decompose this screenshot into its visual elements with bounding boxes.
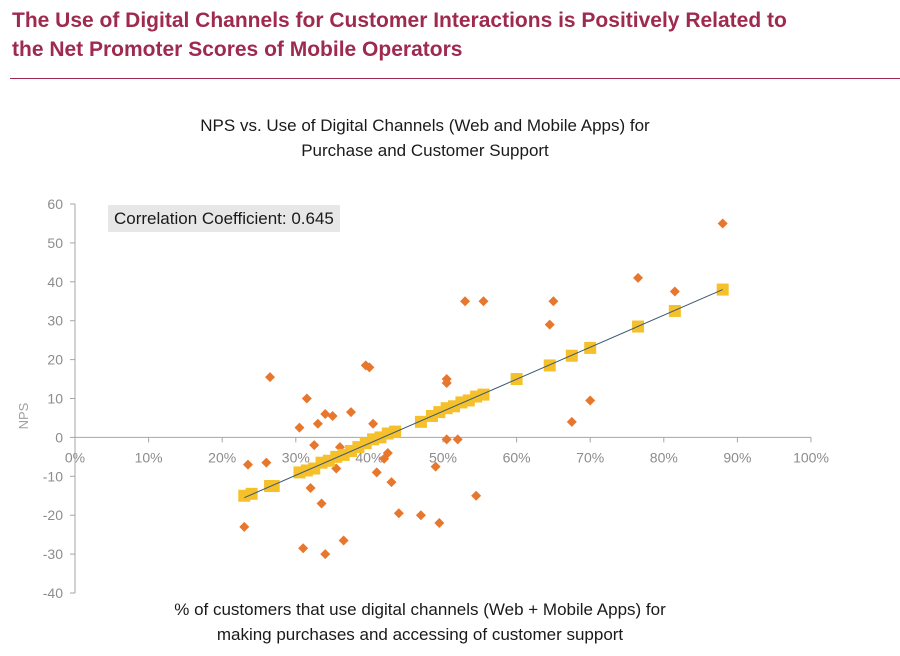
y-tick-label: 30: [47, 313, 63, 329]
x-tick-label: 90%: [723, 449, 751, 465]
x-axis-label-line-1: % of customers that use digital channels…: [174, 600, 666, 619]
x-tick-label: 80%: [650, 449, 678, 465]
diamond-marker: [265, 372, 276, 383]
square-marker: [267, 480, 280, 493]
y-tick-label: -10: [43, 468, 63, 484]
diamond-marker: [346, 407, 356, 418]
x-tick-label: 60%: [503, 449, 531, 465]
diamond-marker: [327, 411, 338, 422]
diamond-marker: [294, 422, 305, 433]
square-marker: [414, 415, 427, 428]
diamond-marker: [633, 272, 644, 283]
trend-line: [244, 289, 723, 499]
diamond-marker: [298, 543, 309, 554]
diamond-marker: [261, 457, 272, 468]
diamond-marker: [452, 434, 463, 445]
chart-axes: -40 -30 -20 -10 0 10 20 30 40 50 60 0% 10% 20% 30% 40% 5…: [43, 196, 829, 601]
x-tick-label: 0%: [65, 449, 85, 465]
diamond-marker: [548, 296, 559, 307]
diamond-marker: [669, 286, 680, 297]
diamond-marker: [430, 461, 441, 472]
diamond-marker: [305, 482, 316, 493]
y-tick-label: 10: [47, 391, 63, 407]
y-tick-label: 50: [47, 235, 63, 251]
square-marker: [245, 487, 258, 500]
diamond-marker: [717, 218, 728, 229]
correlation-annotation: Correlation Coefficient: 0.645: [108, 205, 340, 232]
diamond-marker: [544, 319, 555, 330]
x-tick-label: 70%: [576, 449, 604, 465]
diamond-marker: [393, 508, 404, 519]
y-tick-label: 40: [47, 274, 63, 290]
y-tick-label: -30: [43, 546, 63, 562]
diamond-marker: [239, 521, 250, 532]
diamond-marker: [471, 490, 482, 501]
diamond-marker: [338, 535, 349, 546]
x-tick-label: 20%: [208, 449, 236, 465]
diamond-marker: [309, 440, 320, 451]
x-tick-label: 30%: [282, 449, 310, 465]
headline-line-2: the Net Promoter Scores of Mobile Operat…: [12, 38, 463, 61]
diamond-marker: [585, 395, 596, 406]
page-headline: The Use of Digital Channels for Customer…: [12, 6, 892, 64]
y-tick-label: -20: [43, 507, 63, 523]
diamond-marker: [371, 467, 382, 478]
diamond-marker: [415, 510, 426, 521]
diamond-marker: [320, 549, 331, 560]
y-tick-label: -40: [43, 585, 63, 601]
diamond-marker: [566, 416, 577, 427]
square-marker: [668, 304, 681, 317]
diamond-marker: [316, 498, 327, 509]
diamond-marker: [382, 447, 393, 458]
y-tick-label: 60: [47, 196, 63, 212]
diamond-marker: [386, 477, 397, 488]
diamond-marker: [441, 434, 452, 445]
diamond-marker: [320, 409, 331, 420]
chart-title: NPS vs. Use of Digital Channels (Web and…: [0, 113, 850, 163]
y-tick-label: 0: [55, 429, 63, 445]
diamond-marker: [434, 517, 445, 528]
headline-line-1: The Use of Digital Channels for Customer…: [12, 9, 787, 32]
x-axis-label-line-2: making purchases and accessing of custom…: [216, 625, 624, 644]
diamond-marker: [364, 362, 375, 373]
diamond-marker: [460, 296, 471, 307]
chart-title-line-2: Purchase and Customer Support: [301, 141, 549, 160]
square-marker: [584, 341, 597, 354]
diamond-marker: [312, 418, 323, 429]
x-axis-label: % of customers that use digital channels…: [0, 597, 840, 647]
y-tick-label: 20: [47, 352, 63, 368]
x-tick-label: 40%: [355, 449, 383, 465]
square-marker: [543, 359, 556, 372]
square-marker: [477, 388, 490, 401]
x-tick-label: 100%: [793, 449, 829, 465]
diamond-marker: [301, 393, 312, 404]
diamond-marker: [368, 418, 379, 429]
diamond-marker: [242, 459, 253, 470]
diamond-marker: [441, 377, 452, 388]
y-axis-label: NPS: [16, 402, 31, 430]
chart-title-line-1: NPS vs. Use of Digital Channels (Web and…: [200, 116, 650, 135]
diamond-marker: [478, 296, 489, 307]
x-tick-label: 10%: [135, 449, 163, 465]
headline-divider: [10, 78, 900, 79]
chart-marks: [238, 218, 729, 560]
x-tick-label: 50%: [429, 449, 457, 465]
